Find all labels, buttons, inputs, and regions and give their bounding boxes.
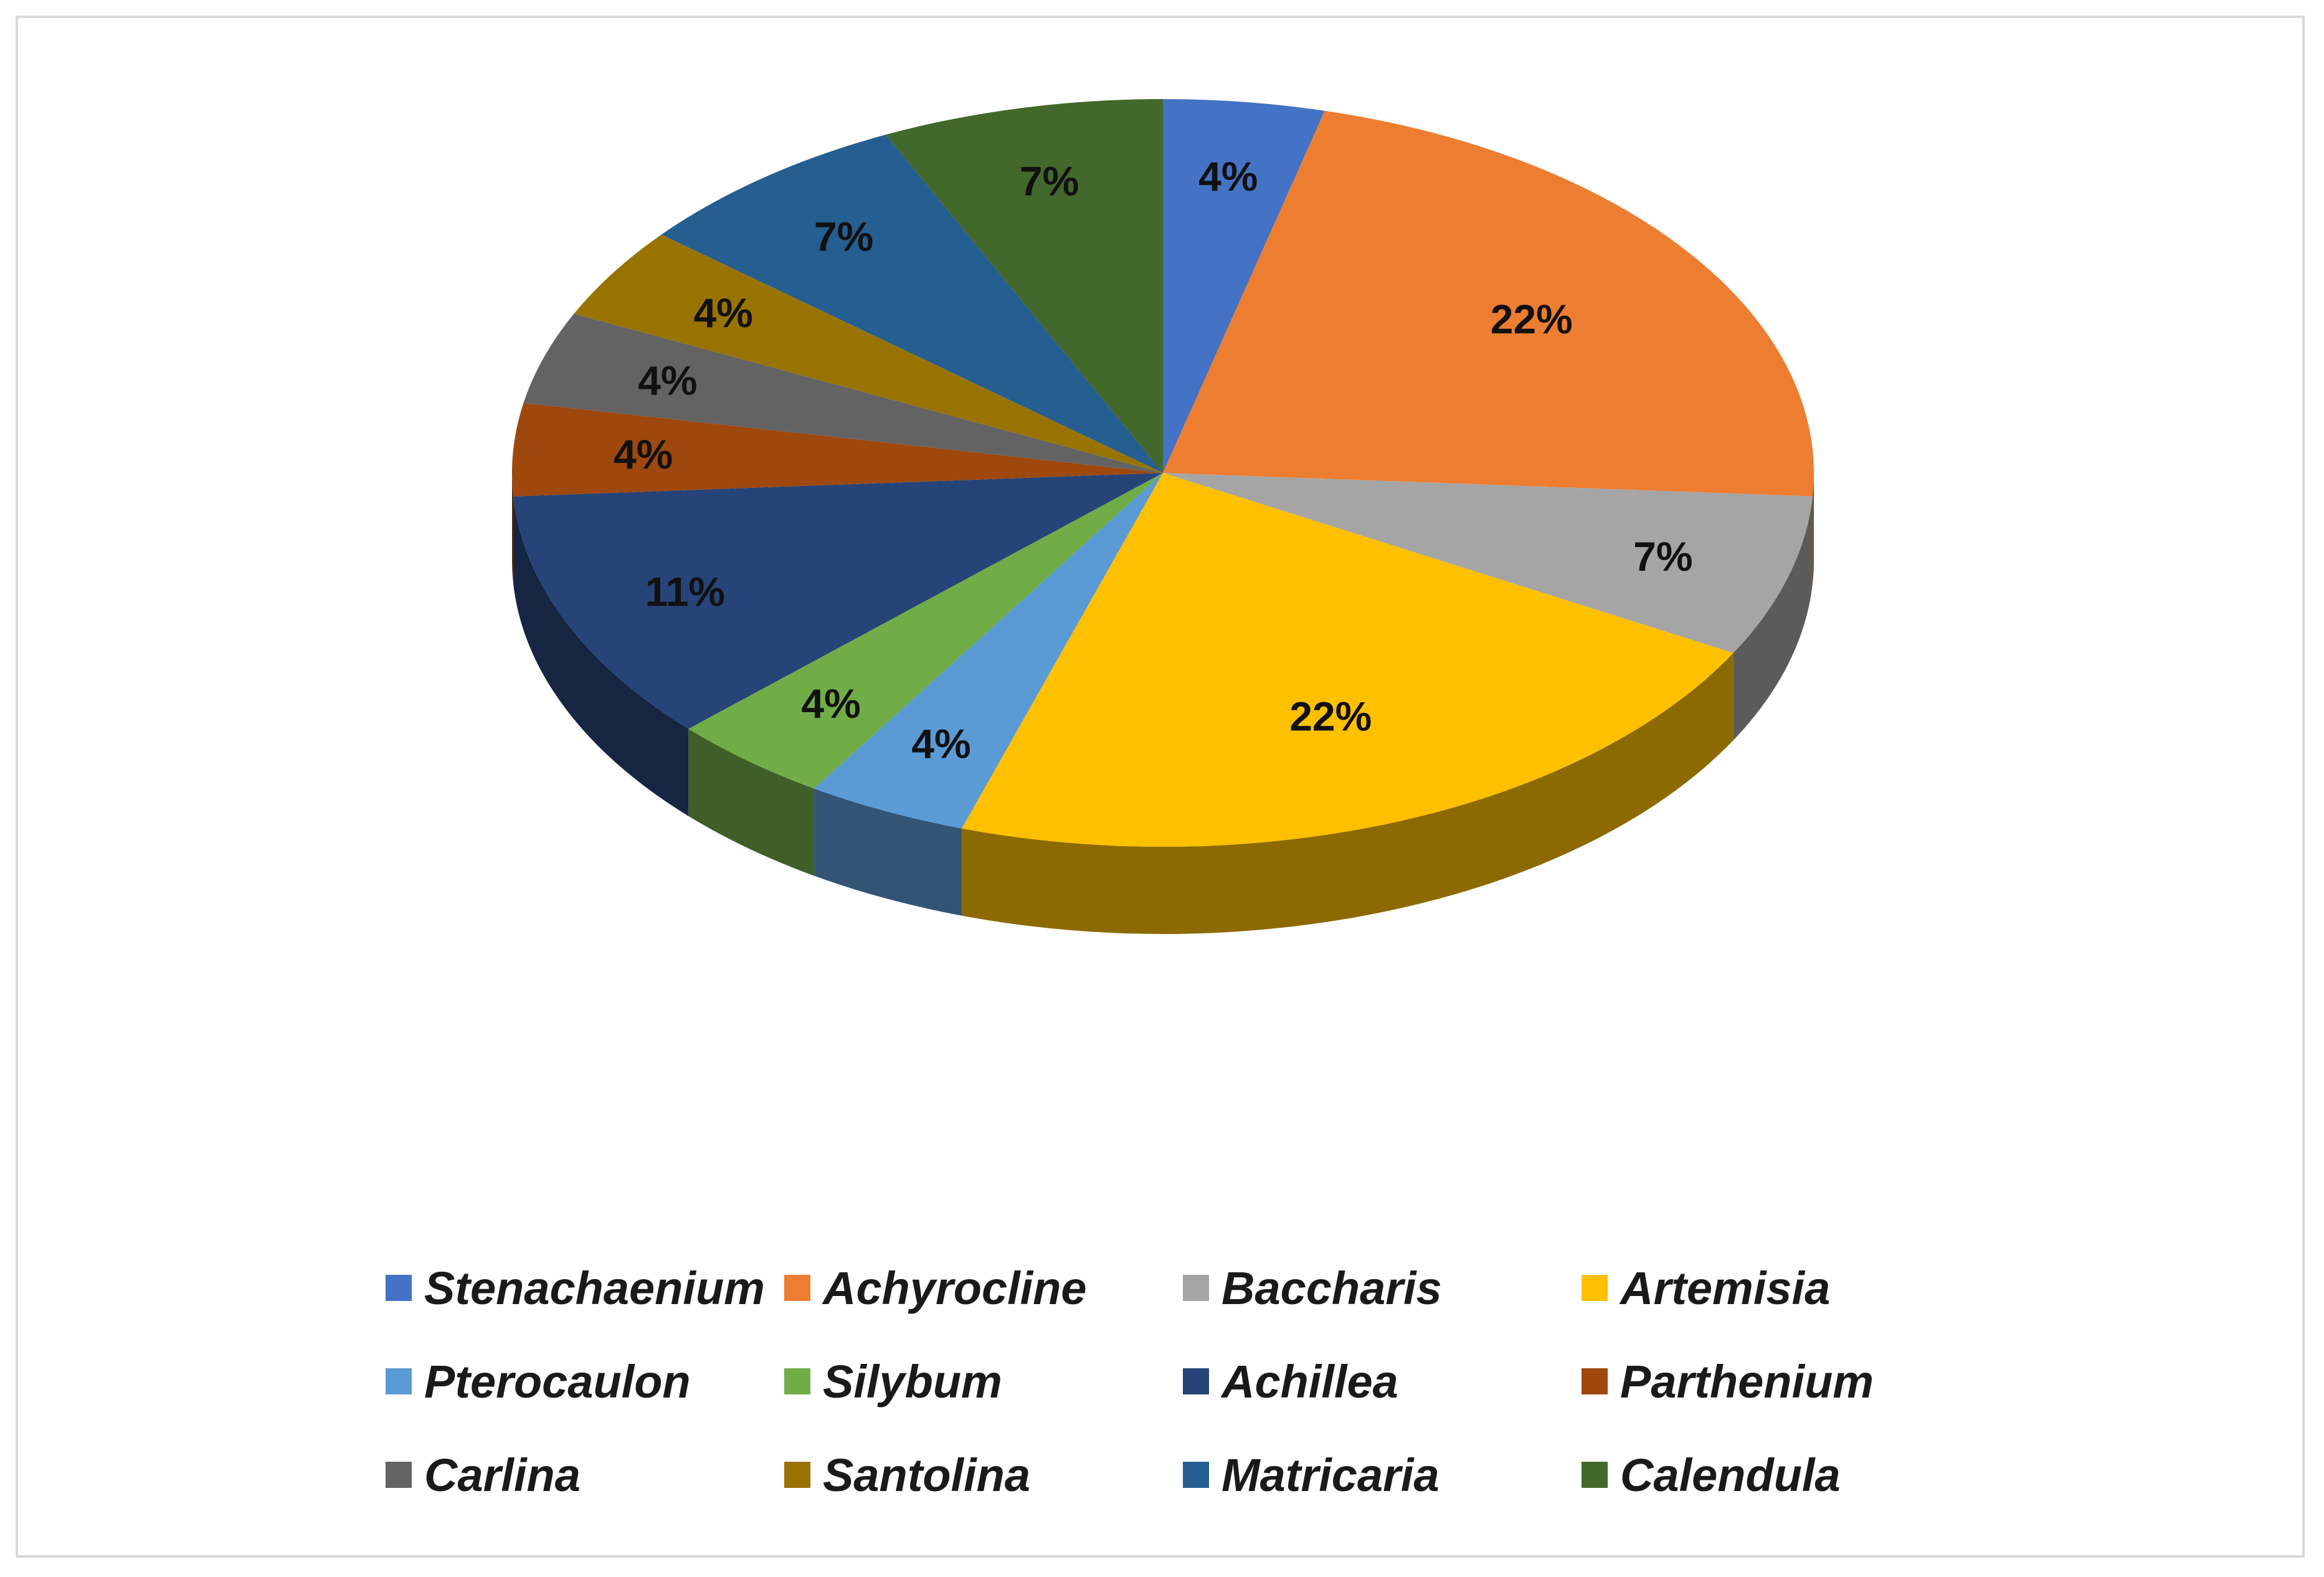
- legend-item-santolina: Santolina: [784, 1448, 1183, 1502]
- legend-label: Calendula: [1620, 1449, 1841, 1501]
- legend-swatch: [1183, 1275, 1209, 1301]
- pie-sides: [512, 473, 1814, 934]
- legend-label: Silybum: [823, 1355, 1002, 1408]
- legend-item-carlina: Carlina: [386, 1448, 784, 1502]
- slice-parthenium: [511, 403, 1163, 497]
- legend-swatch: [1582, 1368, 1608, 1394]
- slice-baccharis: [1163, 473, 1813, 654]
- slice-side-achyrocline: [1812, 473, 1814, 584]
- legend-label: Santolina: [823, 1449, 1031, 1501]
- legend-swatch: [784, 1275, 810, 1301]
- legend-label: Achyrocline: [823, 1262, 1087, 1314]
- legend-item-achillea: Achillea: [1183, 1355, 1582, 1408]
- legend-label: Pterocaulon: [424, 1355, 691, 1408]
- data-label-stenachaenium: 4%: [1198, 153, 1258, 199]
- legend-swatch: [1582, 1462, 1608, 1488]
- legend-item-baccharis: Baccharis: [1183, 1261, 1582, 1315]
- legend-swatch: [386, 1275, 412, 1301]
- legend-item-parthenium: Parthenium: [1582, 1355, 1980, 1408]
- slice-carlina: [523, 313, 1164, 473]
- data-label-silybum: 4%: [801, 680, 860, 727]
- data-label-achillea: 11%: [645, 569, 725, 615]
- legend-item-stenachaenium: Stenachaenium: [386, 1261, 784, 1315]
- legend-label: Matricaria: [1221, 1449, 1439, 1501]
- pie-top: [511, 99, 1814, 847]
- legend-swatch: [1183, 1462, 1209, 1488]
- slice-artemisia: [962, 473, 1734, 847]
- data-label-parthenium: 4%: [614, 431, 673, 477]
- chart-frame: 4% 22% 7% 22% 4% 4% 11% 4% 4% 4% 7% 7% Stenachaeniu…: [16, 16, 2305, 1558]
- data-label-pterocaulon: 4%: [911, 720, 970, 766]
- pie-labels: 4% 22% 7% 22% 4% 4% 11% 4% 4% 4% 7% 7%: [614, 153, 1693, 767]
- slice-side-achillea: [513, 496, 689, 816]
- legend-item-artemisia: Artemisia: [1582, 1261, 1980, 1315]
- slice-pterocaulon: [814, 473, 1163, 829]
- data-label-baccharis: 7%: [1633, 533, 1692, 579]
- slice-side-pterocaulon: [814, 788, 962, 916]
- legend-label: Artemisia: [1620, 1262, 1831, 1314]
- legend-label: Stenachaenium: [424, 1262, 765, 1314]
- slice-calendula: [886, 99, 1163, 473]
- data-label-matricaria: 7%: [814, 214, 873, 260]
- legend-swatch: [1183, 1368, 1209, 1394]
- slice-achyrocline: [1163, 110, 1814, 497]
- data-label-artemisia: 22%: [1289, 693, 1372, 740]
- legend-item-silybum: Silybum: [784, 1355, 1183, 1408]
- legend-item-matricaria: Matricaria: [1183, 1448, 1582, 1502]
- slice-side-artemisia: [962, 653, 1734, 934]
- data-label-carlina: 4%: [638, 358, 697, 404]
- legend-swatch: [1582, 1275, 1608, 1301]
- slice-achillea: [513, 473, 1164, 729]
- slice-silybum: [688, 473, 1163, 789]
- data-label-calendula: 7%: [1020, 158, 1079, 204]
- legend-item-pterocaulon: Pterocaulon: [386, 1355, 784, 1408]
- data-label-santolina: 4%: [693, 290, 752, 336]
- legend-item-achyrocline: Achyrocline: [784, 1261, 1183, 1315]
- data-label-achyrocline: 22%: [1491, 296, 1573, 342]
- slice-side-baccharis: [1733, 496, 1813, 741]
- legend-label: Baccharis: [1221, 1262, 1442, 1314]
- slice-side-parthenium: [512, 473, 514, 584]
- slice-side-silybum: [688, 728, 815, 876]
- legend-label: Carlina: [424, 1449, 581, 1501]
- slice-matricaria: [661, 135, 1163, 474]
- legend-swatch: [784, 1368, 810, 1394]
- legend-swatch: [386, 1462, 412, 1488]
- legend-label: Parthenium: [1620, 1355, 1874, 1408]
- legend-label: Achillea: [1221, 1355, 1398, 1408]
- slice-stenachaenium: [1163, 99, 1325, 473]
- legend-swatch: [784, 1462, 810, 1488]
- legend-item-calendula: Calendula: [1582, 1448, 1980, 1502]
- slice-santolina: [574, 234, 1163, 473]
- legend: Stenachaenium Achyrocline Baccharis Artemis…: [386, 1261, 2005, 1502]
- pie-chart: 4% 22% 7% 22% 4% 4% 11% 4% 4% 4% 7% 7%: [511, 99, 1814, 934]
- legend-swatch: [386, 1368, 412, 1394]
